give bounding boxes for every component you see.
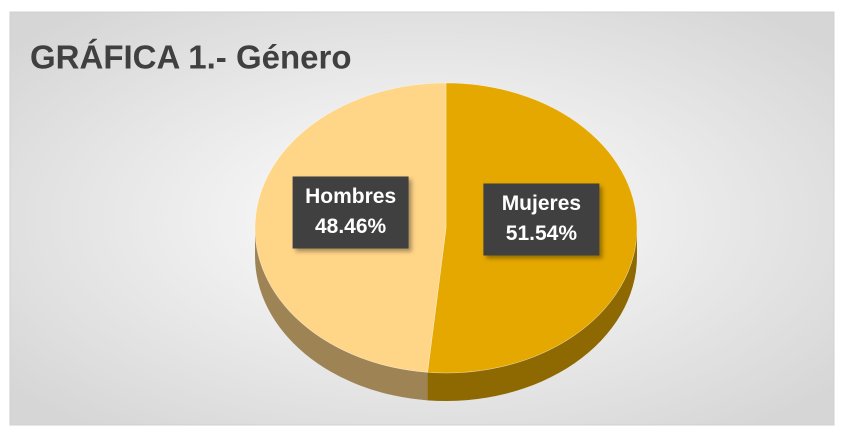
chart-title: GRÁFICA 1.- Género — [30, 39, 351, 76]
data-label-value: 51.54% — [506, 222, 578, 245]
pie: Mujeres 51.54% Hombres 48.46% — [254, 82, 638, 402]
data-label-category: Hombres — [305, 185, 396, 208]
slice-side — [427, 228, 637, 402]
data-label-category: Mujeres — [502, 192, 581, 215]
data-label-value: 48.46% — [315, 215, 387, 238]
slice-side — [255, 228, 428, 401]
data-label-box — [292, 176, 409, 249]
data-label-box — [483, 183, 600, 256]
